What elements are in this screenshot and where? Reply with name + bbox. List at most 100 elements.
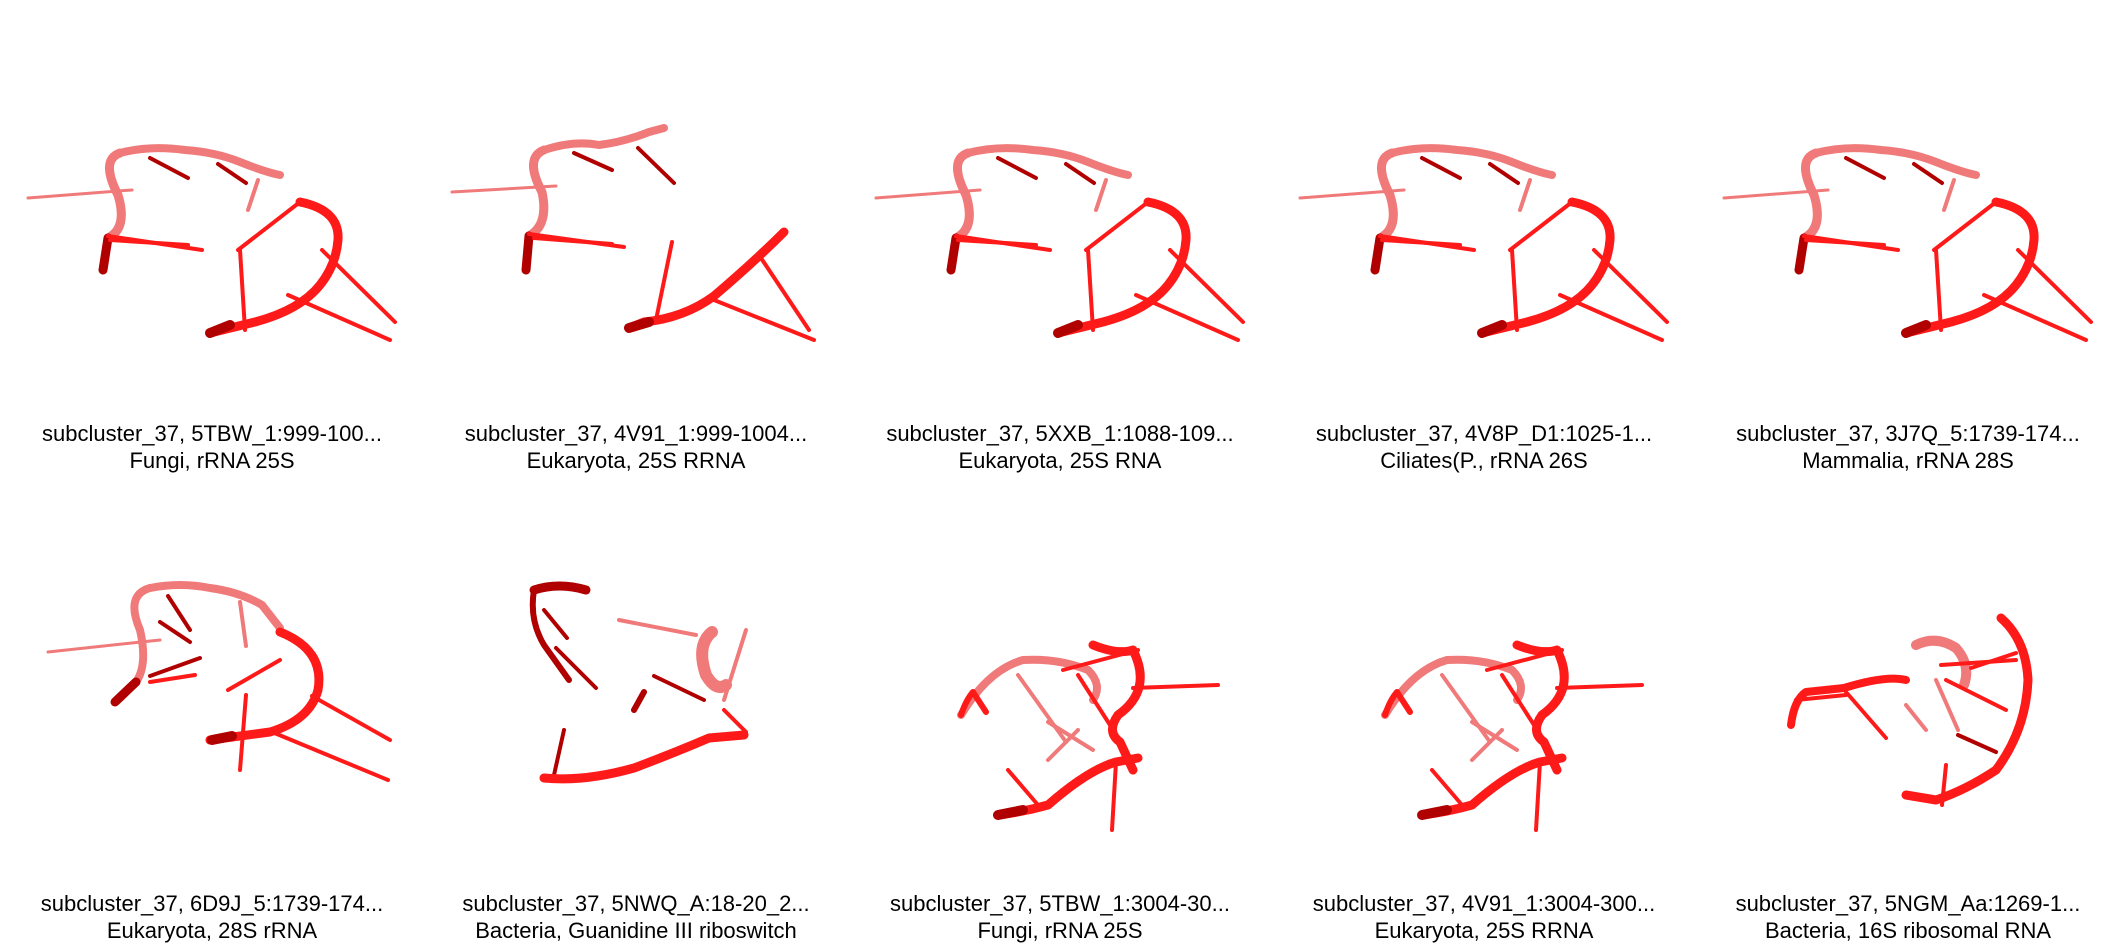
rna-strand	[1932, 200, 1998, 252]
rna-strand	[1500, 673, 1536, 727]
rna-strand	[1508, 200, 1574, 252]
rna-strand	[116, 144, 284, 179]
rna-strand	[636, 146, 676, 185]
rna-strand	[1911, 635, 1972, 690]
rna-strand	[205, 197, 343, 338]
rna-structure-render	[1787, 613, 2033, 807]
rna-strand	[1168, 248, 1245, 324]
tile-title: subcluster_37, 5XXB_1:1088-109...	[886, 421, 1234, 446]
tile-title: subcluster_37, 5NGM_Aa:1269-1...	[1735, 891, 2081, 916]
rna-structure-render	[46, 581, 392, 782]
rna-strand	[2016, 248, 2093, 324]
rna-strand	[1555, 683, 1644, 690]
structure-tile[interactable]: subcluster_37, 3J7Q_5:1739-174... Mammal…	[1696, 0, 2120, 473]
rna-strand	[958, 689, 989, 718]
rna-strand	[1934, 248, 1943, 332]
rna-strand	[216, 162, 248, 185]
rna-strand	[1794, 233, 1809, 275]
rna-strand	[552, 728, 566, 777]
rna-strand	[1799, 148, 1822, 243]
structure-tile[interactable]: subcluster_37, 5NWQ_A:18-20_2... Bacteri…	[424, 470, 848, 943]
rna-structure-render	[874, 144, 1245, 342]
rna-strand	[1901, 197, 2039, 338]
rna-strand	[1131, 683, 1220, 690]
rna-strand	[996, 156, 1038, 180]
rna-strand	[624, 317, 654, 333]
rna-strand	[993, 805, 1028, 820]
rna-strand	[964, 144, 1132, 179]
rna-strand	[722, 628, 748, 702]
rna-strand	[1016, 673, 1068, 744]
rna-strand	[108, 238, 190, 247]
rna-strand	[1417, 805, 1452, 820]
rna-strand	[521, 231, 534, 275]
rna-strand	[1430, 768, 1464, 807]
tile-title: subcluster_37, 4V91_1:3004-300...	[1312, 891, 1656, 916]
structure-tile[interactable]: subcluster_37, 5NGM_Aa:1269-1... Bacteri…	[1696, 470, 2120, 943]
rna-strand	[246, 178, 260, 212]
structure-tile[interactable]: subcluster_37, 4V8P_D1:1025-1... Ciliate…	[1272, 0, 1696, 473]
rna-strand	[148, 156, 190, 180]
rna-strand	[1084, 200, 1150, 252]
rna-strand	[1382, 689, 1413, 718]
rna-strand	[1956, 733, 1998, 754]
rna-strand	[946, 233, 961, 275]
tile-subtitle: Eukaryota, 25S RRNA	[526, 448, 746, 473]
rna-strand	[1794, 693, 1848, 702]
rna-strand	[236, 200, 302, 252]
rna-strand	[1510, 248, 1519, 332]
tile-title: subcluster_37, 4V91_1:999-1004...	[464, 421, 808, 446]
rna-strand	[205, 320, 235, 338]
rna-strand	[707, 296, 816, 342]
tile-title: subcluster_37, 3J7Q_5:1739-174...	[1736, 421, 2080, 446]
structure-tile[interactable]: subcluster_37, 5TBW_1:3004-30... Fungi, …	[848, 470, 1272, 943]
rna-strand	[1844, 690, 1888, 740]
structure-tile[interactable]: subcluster_37, 4V91_1:999-1004... Eukary…	[424, 0, 848, 473]
rna-structure-render	[450, 124, 816, 342]
rna-strand	[542, 608, 569, 640]
rna-strand	[207, 731, 237, 745]
rna-strand	[98, 233, 113, 275]
rna-strand	[238, 600, 248, 648]
tile-title: subcluster_37, 6D9J_5:1739-174...	[40, 891, 384, 916]
tile-subtitle: Fungi, rRNA 25S	[129, 448, 295, 473]
rna-strand	[1944, 678, 2008, 712]
rna-strand	[529, 587, 572, 683]
tile-subtitle: Bacteria, Guanidine III riboswitch	[475, 918, 797, 943]
rna-strand	[238, 693, 248, 772]
rna-strand	[103, 148, 126, 243]
rna-strand	[957, 655, 1101, 719]
rna-strand	[539, 730, 749, 784]
rna-strand	[1558, 293, 1664, 342]
rna-strand	[270, 730, 390, 782]
rna-strand	[1942, 178, 1956, 212]
rna-strand	[631, 689, 647, 713]
rna-strand	[1518, 178, 1532, 212]
tile-title: subcluster_37, 5TBW_1:999-100...	[42, 421, 382, 446]
rna-strand	[1901, 320, 1931, 338]
rna-structure-render	[1722, 144, 2093, 342]
tile-subtitle: Fungi, rRNA 25S	[977, 918, 1143, 943]
rna-structure-render	[1298, 144, 1669, 342]
rna-strand	[320, 248, 397, 324]
rna-strand	[286, 293, 392, 342]
rna-strand	[532, 236, 614, 246]
rna-strand	[1094, 178, 1108, 212]
structure-tile[interactable]: subcluster_37, 6D9J_5:1739-174... Eukary…	[0, 470, 424, 943]
structure-tile[interactable]: subcluster_37, 4V91_1:3004-300... Eukary…	[1272, 470, 1696, 943]
rna-strand	[1939, 658, 2018, 667]
rna-strand	[524, 145, 549, 241]
rna-structure-render	[26, 144, 397, 342]
rna-strand	[1380, 238, 1462, 247]
rna-strand	[1388, 144, 1556, 179]
rna-strand	[1110, 760, 1118, 832]
structure-tile[interactable]: subcluster_37, 5XXB_1:1088-109... Eukary…	[848, 0, 1272, 473]
rna-strand	[110, 677, 141, 707]
rna-strand	[696, 626, 732, 693]
structure-tile[interactable]: subcluster_37, 5TBW_1:999-100... Fungi, …	[0, 0, 424, 473]
rna-strand	[1804, 238, 1886, 247]
tile-subtitle: Eukaryota, 25S RRNA	[1374, 918, 1594, 943]
rna-structure-render	[529, 581, 749, 784]
rna-strand	[1787, 674, 1910, 729]
